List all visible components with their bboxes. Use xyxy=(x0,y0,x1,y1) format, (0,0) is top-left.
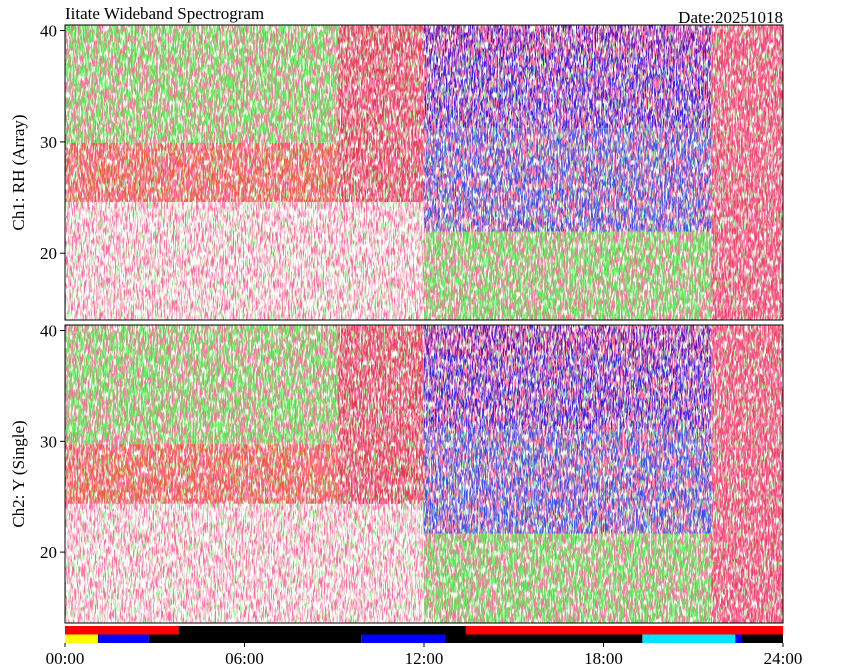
chart-title: Iitate Wideband Spectrogram xyxy=(65,4,264,23)
status-segment xyxy=(65,626,179,635)
status-segment xyxy=(735,634,742,643)
status-segment xyxy=(148,634,362,643)
panel-frame xyxy=(64,324,784,624)
status-segment xyxy=(741,634,783,643)
x-tick-label: 06:00 xyxy=(225,649,264,668)
x-tick-label: 00:00 xyxy=(46,649,85,668)
panel-frame xyxy=(64,24,784,321)
speckle xyxy=(65,25,783,320)
date-label: Date:20251018 xyxy=(678,8,783,27)
y-tick-label: 40 xyxy=(40,22,57,41)
status-segment xyxy=(97,634,149,643)
status-segment xyxy=(178,626,466,635)
status-segment xyxy=(444,634,643,643)
y-tick-label: 30 xyxy=(40,432,57,451)
x-tick-label: 12:00 xyxy=(405,649,444,668)
y-tick-label: 20 xyxy=(40,244,57,263)
y-axis-label: Ch2: Y (Single) xyxy=(9,420,28,527)
status-segment xyxy=(642,634,736,643)
spectrogram xyxy=(65,25,783,320)
spectrogram xyxy=(65,325,783,623)
y-tick-label: 30 xyxy=(40,133,57,152)
y-tick-label: 40 xyxy=(40,322,57,341)
x-tick-label: 18:00 xyxy=(584,649,623,668)
speckle xyxy=(65,325,783,623)
status-segment xyxy=(465,626,783,635)
x-tick-label: 24:00 xyxy=(764,649,803,668)
status-segment xyxy=(361,634,445,643)
status-segment xyxy=(65,634,98,643)
y-tick-label: 20 xyxy=(40,543,57,562)
y-axis-label: Ch1: RH (Array) xyxy=(9,114,28,230)
